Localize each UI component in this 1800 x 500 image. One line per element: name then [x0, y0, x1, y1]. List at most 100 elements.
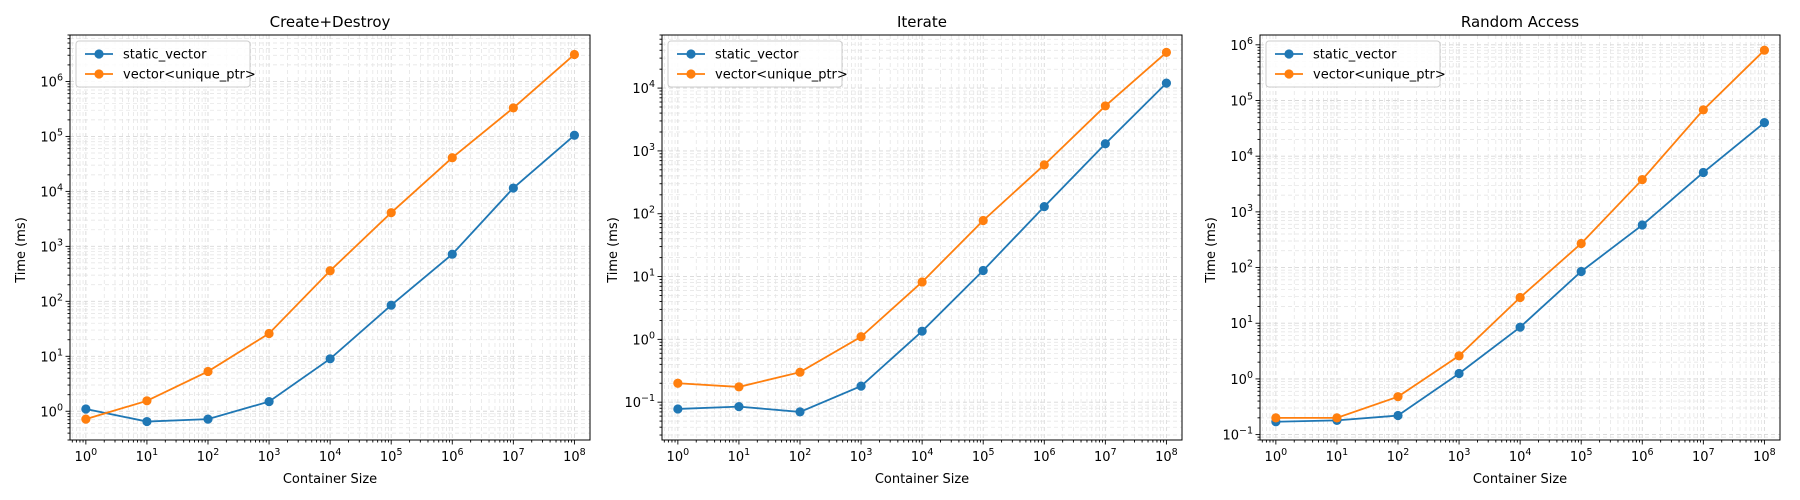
data-point — [142, 416, 152, 427]
data-point — [1637, 174, 1647, 185]
y-tick-label: 101 — [632, 268, 655, 286]
axis-ticks: 100 101 102 103 104 105 106 107 108 100 101 102 103 1… — [40, 34, 586, 465]
data-point — [917, 277, 927, 287]
series-vector-unique-ptr- — [673, 47, 1172, 392]
series-vector-unique-ptr- — [1271, 45, 1770, 423]
data-point — [917, 326, 927, 336]
data-point — [978, 215, 988, 226]
y-tick-label: 103 — [1230, 203, 1253, 221]
data-point — [325, 266, 335, 276]
data-point — [508, 103, 518, 113]
data-point — [203, 366, 213, 377]
x-axis-label: Container Size — [283, 472, 377, 487]
data-point — [856, 332, 866, 342]
data-point — [569, 49, 580, 60]
legend-swatch-marker — [1284, 69, 1294, 79]
legend: static_vector vector<unique_ptr> — [667, 40, 848, 88]
x-tick-label: 102 — [197, 447, 220, 465]
x-tick-label: 104 — [911, 447, 934, 465]
series-group — [673, 47, 1172, 417]
chart-title: Create+Destroy — [270, 13, 391, 31]
series-static-vector — [673, 78, 1172, 417]
x-tick-label: 104 — [1509, 447, 1532, 465]
legend-swatch-marker — [94, 69, 104, 79]
legend-frame — [667, 40, 843, 88]
legend-swatch-marker — [686, 49, 696, 59]
data-point — [1100, 139, 1110, 149]
data-point — [978, 265, 988, 276]
data-point — [1515, 322, 1525, 332]
data-point — [1576, 266, 1586, 277]
x-axis-label: Container Size — [1473, 472, 1567, 487]
y-tick-label: 104 — [40, 182, 63, 200]
data-point — [673, 404, 683, 414]
data-point — [569, 130, 580, 140]
legend-label: static_vector — [1313, 48, 1397, 63]
y-tick-label: 102 — [1230, 259, 1253, 277]
panel-random-access: Random Access Container Size Time (ms) 1… — [1204, 13, 1781, 487]
data-point — [856, 381, 866, 391]
data-point — [1161, 78, 1172, 88]
plot-frame — [661, 34, 1183, 441]
data-point — [1759, 118, 1770, 128]
x-tick-label: 105 — [972, 447, 995, 465]
y-tick-label: 101 — [40, 347, 63, 365]
x-tick-label: 107 — [502, 447, 525, 465]
legend-label: vector<unique_ptr> — [1313, 68, 1446, 83]
x-tick-label: 107 — [1692, 447, 1715, 465]
data-point — [1271, 413, 1281, 423]
x-tick-label: 104 — [319, 447, 342, 465]
y-tick-label: 106 — [40, 72, 63, 90]
data-point — [447, 249, 457, 259]
y-tick-label: 105 — [1230, 91, 1253, 109]
data-point — [1039, 160, 1049, 170]
x-tick-label: 101 — [1326, 447, 1349, 465]
y-tick-label: 100 — [1230, 370, 1253, 388]
data-point — [1161, 47, 1172, 57]
data-point — [1393, 410, 1403, 421]
y-tick-label: 106 — [1230, 36, 1253, 54]
data-point — [1759, 45, 1770, 55]
legend-label: static_vector — [123, 48, 207, 63]
data-point — [1576, 238, 1586, 249]
y-tick-label: 102 — [40, 292, 63, 310]
data-point — [1393, 392, 1403, 402]
x-tick-label: 103 — [1448, 447, 1471, 465]
x-tick-label: 100 — [1265, 447, 1288, 465]
x-tick-label: 103 — [258, 447, 281, 465]
data-point — [447, 153, 457, 163]
data-point — [1698, 167, 1708, 178]
legend: static_vector vector<unique_ptr> — [1265, 40, 1446, 88]
x-tick-label: 102 — [789, 447, 812, 465]
x-tick-label: 105 — [380, 447, 403, 465]
plot-frame — [1259, 34, 1781, 441]
x-axis-label: Container Size — [875, 472, 969, 487]
y-tick-label: 103 — [632, 142, 655, 160]
y-tick-label: 105 — [40, 127, 63, 145]
legend-label: vector<unique_ptr> — [123, 68, 256, 83]
y-tick-label: 104 — [1230, 147, 1253, 165]
data-point — [1332, 413, 1342, 423]
x-tick-label: 107 — [1094, 447, 1117, 465]
x-tick-label: 105 — [1570, 447, 1593, 465]
series-vector-unique-ptr- — [81, 49, 580, 424]
grid — [1260, 35, 1780, 441]
axis-ticks: 100 101 102 103 104 105 106 107 108 10−1 100 101 102… — [1222, 36, 1775, 465]
data-point — [673, 378, 683, 388]
x-tick-label: 102 — [1387, 447, 1410, 465]
legend-swatch-marker — [1284, 49, 1294, 59]
data-point — [203, 414, 213, 424]
data-point — [795, 407, 805, 417]
y-axis-label: Time (ms) — [1204, 217, 1219, 284]
data-point — [1637, 220, 1647, 230]
data-point — [1454, 351, 1464, 361]
data-point — [142, 396, 152, 406]
data-point — [264, 328, 274, 339]
series-static-vector — [81, 130, 580, 427]
y-tick-label: 101 — [1230, 314, 1253, 332]
data-point — [1039, 201, 1049, 212]
data-point — [386, 300, 396, 310]
x-tick-label: 106 — [1631, 447, 1654, 465]
data-point — [325, 354, 335, 364]
